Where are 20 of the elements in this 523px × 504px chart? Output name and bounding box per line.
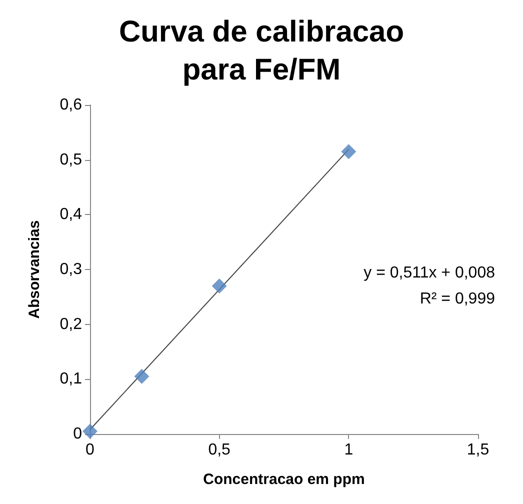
x-tick-label: 1,5 [466,442,490,458]
point [82,424,98,439]
y-tick-label: 0,5 [60,151,82,168]
x-axis-title: Concentracao em ppm [203,471,365,488]
annotation: R² = 0,999 [420,290,496,308]
point [341,144,356,160]
x-tick-label: 0,5 [208,442,231,458]
y-tick-label: 0,1 [60,370,82,388]
y-tick-label: 0 [73,426,82,442]
point [134,368,150,384]
y-tick-label: 0,4 [60,206,82,224]
chart-title: Curva de calibracao para Fe/FM [118,16,404,86]
y-tick-label: 0,2 [60,316,82,333]
point [212,278,227,294]
y-tick-label: 0,3 [60,261,82,278]
annotation: y = 0,511x + 0,008 [364,264,496,282]
y-axis-title: Absorvancias [26,220,43,319]
x-tick-label: 1 [344,442,354,458]
x-tick-label: 0 [86,442,95,458]
y-tick-label: 0,6 [60,96,82,114]
